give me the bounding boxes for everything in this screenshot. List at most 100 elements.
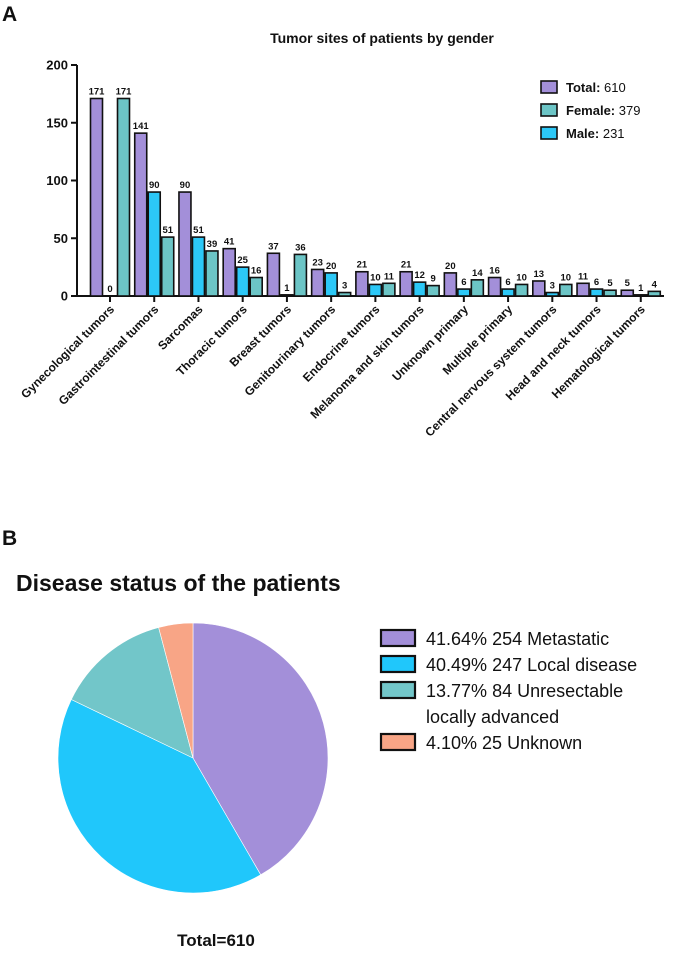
bar: [147, 191, 162, 297]
bar-value-label: 141: [133, 121, 150, 132]
bar-value-label: 4: [652, 279, 658, 290]
legend-count: 254: [487, 629, 522, 649]
x-tick-label: Unknown primary: [389, 302, 471, 384]
bar: [532, 280, 546, 297]
bar: [443, 272, 458, 297]
bar: [133, 132, 148, 297]
bar-value-label: 51: [162, 225, 173, 236]
pie-slice: [70, 627, 194, 759]
bar-value-label: 1: [284, 283, 290, 294]
legend-swatch: [379, 680, 417, 700]
bar: [266, 252, 281, 297]
bar-value-label: 3: [342, 281, 347, 292]
bar-value-label: 171: [116, 86, 133, 97]
legend-series-name: Total:: [566, 80, 600, 95]
bar: [647, 290, 662, 297]
bar-value-label: 1: [638, 283, 644, 294]
bar-value-label: 10: [516, 272, 527, 283]
bar: [559, 283, 573, 297]
bar: [249, 276, 263, 297]
pie-chart-title: Disease status of the patients: [16, 570, 341, 596]
legend-entry: 41.64% 254 Metastatic: [426, 629, 609, 649]
legend-series-total: 231: [599, 126, 624, 141]
panel-b-label: B: [2, 527, 17, 550]
legend-percent: 40.49%: [426, 655, 487, 675]
bar: [545, 291, 560, 297]
legend-percent: 41.64%: [426, 629, 487, 649]
legend-label: Unresectable: [512, 681, 623, 701]
legend-entry: 13.77% 84 Unresectable: [426, 681, 623, 701]
bar: [620, 289, 635, 297]
pie-slice: [192, 622, 329, 876]
bar-value-label: 6: [505, 277, 510, 288]
bar-value-label: 11: [384, 271, 395, 282]
bar-value-label: 16: [489, 266, 500, 277]
bar: [178, 191, 192, 297]
bar: [293, 253, 308, 297]
legend-count: 25: [477, 733, 502, 753]
bar-value-label: 39: [207, 239, 218, 250]
bar-value-label: 36: [295, 242, 306, 253]
bar: [412, 281, 427, 297]
bar-value-label: 25: [237, 255, 248, 266]
bar-value-label: 11: [578, 271, 589, 282]
panel-a-label: A: [2, 3, 17, 26]
bar-value-label: 21: [401, 260, 412, 271]
legend-label: Local disease: [522, 655, 637, 675]
y-tick-label: 50: [54, 231, 68, 246]
bar: [355, 270, 369, 297]
bar: [487, 276, 502, 297]
legend-swatch: [540, 126, 558, 140]
legend-series-name: Female:: [566, 103, 615, 118]
legend-entry: 40.49% 247 Local disease: [426, 655, 637, 675]
legend-series-name: Male:: [566, 126, 599, 141]
legend-count: 84: [487, 681, 512, 701]
bar-value-label: 10: [561, 272, 572, 283]
bar-value-label: 3: [550, 281, 555, 292]
bar: [589, 288, 604, 297]
bar: [470, 279, 485, 297]
bar-value-label: 20: [445, 261, 456, 272]
bar-value-label: 5: [625, 278, 631, 289]
legend-entry: Total: 610: [566, 80, 626, 95]
x-tick-label: Endocrine tumors: [300, 302, 383, 385]
legend-swatch: [379, 732, 417, 752]
bar-value-label: 20: [326, 261, 337, 272]
bar: [235, 266, 250, 297]
legend-label: Metastatic: [522, 629, 609, 649]
legend-swatch: [540, 103, 558, 117]
bar: [368, 283, 383, 297]
y-tick-label: 200: [46, 58, 68, 73]
bar: [337, 291, 352, 297]
bar: [514, 283, 529, 297]
bar-value-label: 90: [180, 180, 191, 191]
bar-chart-title: Tumor sites of patients by gender: [270, 30, 494, 46]
legend-percent: 4.10%: [426, 733, 477, 753]
bar: [160, 236, 175, 297]
bar-value-label: 5: [607, 278, 613, 289]
bar: [280, 294, 294, 297]
y-tick-label: 150: [46, 115, 68, 130]
legend-entry: Male: 231: [566, 126, 625, 141]
legend-entry: 4.10% 25 Unknown: [426, 733, 582, 753]
bar-value-label: 13: [534, 269, 545, 280]
y-tick-label: 100: [46, 173, 68, 188]
pie-chart-legend: 41.64% 254 Metastatic 40.49% 247 Local di…: [379, 628, 637, 753]
legend-swatch: [540, 80, 558, 94]
pie-total-label: Total=610: [177, 931, 255, 950]
legend-swatch: [379, 628, 417, 648]
bar-value-label: 41: [224, 237, 235, 248]
bar: [324, 272, 338, 297]
bar-value-label: 6: [594, 277, 599, 288]
bar: [382, 282, 396, 297]
bar-value-label: 90: [149, 180, 160, 191]
bar: [576, 282, 590, 297]
bar-value-label: 10: [370, 272, 381, 283]
legend-label-line2: locally advanced: [426, 707, 559, 727]
bar: [426, 284, 440, 297]
y-tick-label: 0: [61, 289, 68, 304]
bar-value-label: 21: [357, 260, 368, 271]
bar-value-label: 16: [251, 266, 262, 277]
bar-value-label: 37: [268, 241, 279, 252]
